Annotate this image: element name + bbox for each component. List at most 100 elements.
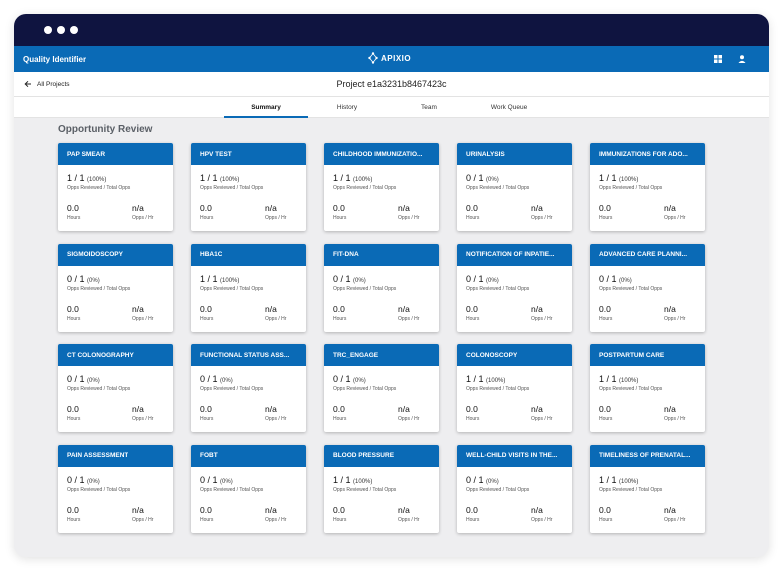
- card-hours-value: 0.0: [333, 203, 345, 213]
- card-header[interactable]: WELL-CHILD VISITS IN THE...: [457, 444, 572, 467]
- card-rate-value: n/a: [664, 504, 676, 515]
- card-title: FIT-DNA: [333, 251, 359, 258]
- card-header[interactable]: HBA1C: [191, 243, 306, 266]
- card-subtitle: Opps Reviewed / Total Opps: [466, 285, 530, 292]
- card-ratio: 1 / 1 (100%): [200, 274, 239, 284]
- card-rate-value: n/a: [265, 404, 277, 414]
- opportunity-card[interactable]: NOTIFICATION OF INPATIE... 0 / 1 (0%) Op…: [457, 243, 572, 332]
- card-header[interactable]: BLOOD PRESSURE: [324, 444, 439, 467]
- card-header[interactable]: COLONOSCOPY: [457, 344, 572, 366]
- card-percent: (100%): [220, 277, 240, 284]
- card-header[interactable]: TIMELINESS OF PRENATAL...: [590, 444, 705, 467]
- card-ratio-value: 0 / 1: [200, 374, 218, 384]
- card-header[interactable]: ADVANCED CARE PLANNI...: [590, 243, 705, 266]
- card-rate-value: n/a: [531, 303, 543, 314]
- card-rate-label: Opps / Hr: [132, 215, 154, 221]
- apixio-logo: APIXIO: [368, 52, 411, 64]
- card-ratio: 0 / 1 (0%): [67, 274, 100, 284]
- arrow-left-icon: [24, 80, 31, 88]
- card-title: CT COLONOGRAPHY: [67, 351, 134, 359]
- tab-work-queue[interactable]: Work Queue: [490, 104, 528, 111]
- card-header[interactable]: FIT-DNA: [324, 243, 439, 266]
- card-percent: (0%): [486, 177, 499, 183]
- opportunity-card[interactable]: POSTPARTUM CARE 1 / 1 (100%) Opps Review…: [590, 344, 705, 432]
- card-subtitle: Opps Reviewed / Total Opps: [599, 285, 663, 292]
- card-header[interactable]: PAP SMEAR: [58, 143, 173, 165]
- card-title: NOTIFICATION OF INPATIE...: [466, 251, 555, 258]
- card-header[interactable]: CHILDHOOD IMMUNIZATIO...: [324, 143, 439, 165]
- apps-grid-icon[interactable]: [713, 54, 723, 64]
- card-header[interactable]: NOTIFICATION OF INPATIE...: [457, 243, 572, 266]
- card-subtitle: Opps Reviewed / Total Opps: [599, 185, 663, 191]
- opportunity-card[interactable]: TIMELINESS OF PRENATAL... 1 / 1 (100%) O…: [590, 444, 705, 533]
- card-subtitle: Opps Reviewed / Total Opps: [67, 486, 131, 493]
- card-ratio-value: 1 / 1: [599, 173, 617, 183]
- opportunity-card[interactable]: TRC_ENGAGE 0 / 1 (0%) Opps Reviewed / To…: [324, 344, 439, 432]
- opportunity-card[interactable]: FUNCTIONAL STATUS ASS... 0 / 1 (0%) Opps…: [191, 344, 306, 432]
- card-header[interactable]: HPV TEST: [191, 143, 306, 165]
- opportunity-card[interactable]: URINALYSIS 0 / 1 (0%) Opps Reviewed / To…: [457, 143, 572, 231]
- card-hours-label: Hours: [466, 416, 480, 422]
- card-hours-value: 0.0: [599, 303, 611, 314]
- opportunity-card[interactable]: FOBT 0 / 1 (0%) Opps Reviewed / Total Op…: [191, 444, 306, 533]
- card-ratio: 1 / 1 (100%): [466, 374, 505, 384]
- opportunity-card[interactable]: ADVANCED CARE PLANNI... 0 / 1 (0%) Opps …: [590, 243, 705, 332]
- card-header[interactable]: TRC_ENGAGE: [324, 344, 439, 366]
- card-header[interactable]: PAIN ASSESSMENT: [58, 444, 173, 467]
- card-ratio: 0 / 1 (0%): [333, 274, 366, 284]
- card-header[interactable]: URINALYSIS: [457, 143, 572, 165]
- card-subtitle: Opps Reviewed / Total Opps: [333, 386, 397, 392]
- card-title: WELL-CHILD VISITS IN THE...: [466, 452, 558, 459]
- card-header[interactable]: POSTPARTUM CARE: [590, 344, 705, 366]
- opportunity-card[interactable]: CT COLONOGRAPHY 0 / 1 (0%) Opps Reviewed…: [58, 344, 173, 432]
- card-header[interactable]: CT COLONOGRAPHY: [58, 344, 173, 366]
- back-to-all-projects-link[interactable]: All Projects: [24, 80, 70, 88]
- card-header[interactable]: FOBT: [191, 444, 306, 467]
- card-header[interactable]: SIGMOIDOSCOPY: [58, 243, 173, 266]
- tab-summary[interactable]: Summary: [251, 104, 281, 111]
- card-rate-label: Opps / Hr: [531, 416, 553, 422]
- card-ratio-value: 0 / 1: [466, 173, 484, 183]
- card-header[interactable]: FUNCTIONAL STATUS ASS...: [191, 344, 306, 366]
- logo-text: APIXIO: [381, 53, 412, 63]
- project-title: Project e1a3231b8467423c: [336, 79, 447, 89]
- card-rate-value: n/a: [265, 203, 277, 213]
- card-ratio-value: 0 / 1: [466, 273, 484, 284]
- card-ratio: 0 / 1 (0%): [599, 274, 632, 284]
- user-account-icon[interactable]: [737, 54, 747, 64]
- card-percent: (100%): [87, 177, 107, 183]
- opportunity-card[interactable]: BLOOD PRESSURE 1 / 1 (100%) Opps Reviewe…: [324, 444, 439, 533]
- tab-history[interactable]: History: [336, 104, 358, 111]
- window-dot-icon: [44, 26, 52, 34]
- card-rate-label: Opps / Hr: [531, 516, 553, 523]
- card-rate-label: Opps / Hr: [664, 516, 686, 523]
- card-percent: (0%): [220, 378, 233, 384]
- card-title: TRC_ENGAGE: [333, 351, 379, 359]
- card-hours-label: Hours: [599, 516, 613, 523]
- opportunity-card[interactable]: IMMUNIZATIONS FOR ADO... 1 / 1 (100%) Op…: [590, 143, 705, 231]
- card-ratio: 0 / 1 (0%): [200, 475, 233, 485]
- app-window: Quality Identifier APIXIO: [14, 14, 769, 557]
- card-hours-value: 0.0: [466, 404, 478, 414]
- opportunity-card[interactable]: HPV TEST 1 / 1 (100%) Opps Reviewed / To…: [191, 143, 306, 231]
- opportunity-card[interactable]: PAP SMEAR 1 / 1 (100%) Opps Reviewed / T…: [58, 143, 173, 231]
- opportunity-card[interactable]: FIT-DNA 0 / 1 (0%) Opps Reviewed / Total…: [324, 243, 439, 332]
- card-subtitle: Opps Reviewed / Total Opps: [200, 185, 264, 191]
- card-rate-label: Opps / Hr: [265, 416, 287, 422]
- card-ratio: 1 / 1 (100%): [67, 173, 106, 183]
- card-percent: (0%): [619, 277, 632, 284]
- card-hours-label: Hours: [67, 416, 81, 422]
- opportunity-card[interactable]: PAIN ASSESSMENT 0 / 1 (0%) Opps Reviewed…: [58, 444, 173, 533]
- opportunity-card[interactable]: WELL-CHILD VISITS IN THE... 0 / 1 (0%) O…: [457, 444, 572, 533]
- card-title: HBA1C: [200, 251, 223, 258]
- tab-team[interactable]: Team: [421, 104, 437, 111]
- opportunity-card[interactable]: CHILDHOOD IMMUNIZATIO... 1 / 1 (100%) Op…: [324, 143, 439, 231]
- card-hours-value: 0.0: [67, 203, 79, 213]
- opportunity-card[interactable]: COLONOSCOPY 1 / 1 (100%) Opps Reviewed /…: [457, 344, 572, 432]
- card-ratio-value: 1 / 1: [333, 173, 351, 183]
- card-hours-label: Hours: [67, 516, 81, 523]
- opportunity-card[interactable]: HBA1C 1 / 1 (100%) Opps Reviewed / Total…: [191, 243, 306, 332]
- card-title: POSTPARTUM CARE: [599, 351, 665, 359]
- opportunity-card[interactable]: SIGMOIDOSCOPY 0 / 1 (0%) Opps Reviewed /…: [58, 243, 173, 332]
- card-header[interactable]: IMMUNIZATIONS FOR ADO...: [590, 143, 705, 165]
